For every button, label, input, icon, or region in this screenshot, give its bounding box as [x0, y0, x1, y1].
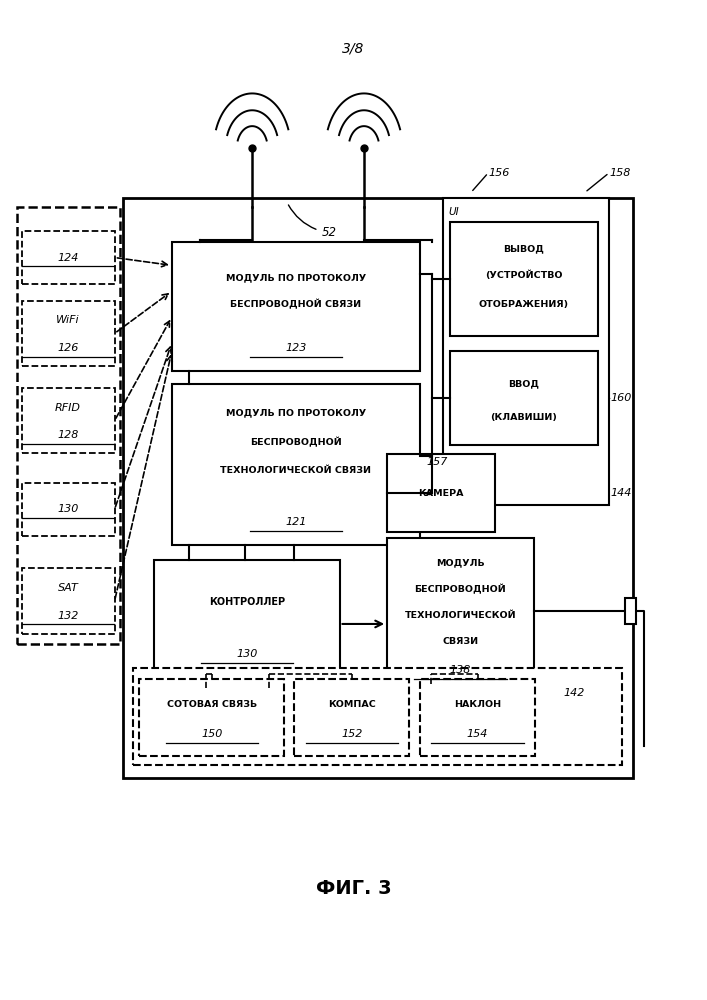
Polygon shape — [387, 454, 496, 532]
Polygon shape — [22, 301, 115, 366]
Text: ФИГ. 3: ФИГ. 3 — [316, 879, 391, 898]
Polygon shape — [294, 678, 409, 756]
Text: 138: 138 — [450, 665, 471, 675]
Text: 156: 156 — [489, 168, 510, 178]
Text: RFID: RFID — [55, 403, 81, 413]
Text: МОДУЛЬ: МОДУЛЬ — [436, 558, 485, 567]
Text: НАКЛОН: НАКЛОН — [454, 700, 501, 709]
Text: 128: 128 — [57, 430, 78, 440]
Text: КОНТРОЛЛЕР: КОНТРОЛЛЕР — [209, 597, 285, 607]
Text: 154: 154 — [467, 729, 489, 739]
Text: 130: 130 — [236, 649, 257, 659]
Polygon shape — [22, 231, 115, 284]
Text: 124: 124 — [57, 253, 78, 263]
Polygon shape — [420, 678, 535, 756]
Text: 158: 158 — [609, 168, 631, 178]
Text: БЕСПРОВОДНОЙ: БЕСПРОВОДНОЙ — [414, 584, 506, 594]
Polygon shape — [22, 388, 115, 453]
Text: 150: 150 — [201, 729, 223, 739]
Text: БЕСПРОВОДНОЙ СВЯЗИ: БЕСПРОВОДНОЙ СВЯЗИ — [230, 299, 361, 309]
Text: 52: 52 — [322, 226, 337, 239]
Text: БЕСПРОВОДНОЙ: БЕСПРОВОДНОЙ — [250, 437, 341, 447]
Text: ОТОБРАЖЕНИЯ): ОТОБРАЖЕНИЯ) — [479, 300, 569, 309]
Text: 152: 152 — [341, 729, 363, 739]
Text: 144: 144 — [611, 488, 632, 498]
Text: СОТОВАЯ СВЯЗЬ: СОТОВАЯ СВЯЗЬ — [167, 700, 257, 709]
Polygon shape — [123, 198, 633, 778]
Text: ВВОД: ВВОД — [508, 380, 539, 389]
Polygon shape — [450, 222, 598, 336]
Text: СВЯЗИ: СВЯЗИ — [443, 637, 479, 646]
Text: КОМПАС: КОМПАС — [328, 700, 375, 709]
Polygon shape — [443, 198, 609, 505]
Text: 132: 132 — [57, 611, 78, 621]
Polygon shape — [22, 483, 115, 536]
Text: 121: 121 — [285, 517, 307, 527]
Polygon shape — [624, 598, 636, 624]
Text: МОДУЛЬ ПО ПРОТОКОЛУ: МОДУЛЬ ПО ПРОТОКОЛУ — [226, 408, 366, 417]
Text: UI: UI — [448, 207, 459, 217]
Text: 157: 157 — [426, 457, 448, 467]
Text: 160: 160 — [611, 393, 632, 403]
Text: 3/8: 3/8 — [342, 42, 365, 56]
Polygon shape — [172, 384, 420, 545]
Polygon shape — [22, 568, 115, 634]
Text: 123: 123 — [285, 343, 307, 353]
Text: ВЫВОД: ВЫВОД — [503, 244, 544, 253]
Polygon shape — [139, 678, 284, 756]
Text: SAT: SAT — [58, 583, 78, 593]
Text: МОДУЛЬ ПО ПРОТОКОЛУ: МОДУЛЬ ПО ПРОТОКОЛУ — [226, 274, 366, 283]
Text: ТЕХНОЛОГИЧЕСКОЙ: ТЕХНОЛОГИЧЕСКОЙ — [404, 611, 516, 620]
Text: 130: 130 — [57, 504, 78, 514]
Text: ТЕХНОЛОГИЧЕСКОЙ СВЯЗИ: ТЕХНОЛОГИЧЕСКОЙ СВЯЗИ — [221, 466, 371, 475]
Polygon shape — [154, 560, 339, 688]
Polygon shape — [134, 668, 622, 765]
Polygon shape — [387, 538, 534, 684]
Text: WiFi: WiFi — [57, 315, 80, 325]
Polygon shape — [450, 351, 598, 445]
Polygon shape — [172, 242, 420, 371]
Polygon shape — [17, 207, 120, 644]
Text: 126: 126 — [57, 343, 78, 353]
Text: КАМЕРА: КАМЕРА — [419, 489, 464, 498]
Text: 142: 142 — [563, 688, 585, 698]
Text: (УСТРОЙСТВО: (УСТРОЙСТВО — [485, 270, 563, 280]
Text: (КЛАВИШИ): (КЛАВИШИ) — [491, 413, 557, 422]
